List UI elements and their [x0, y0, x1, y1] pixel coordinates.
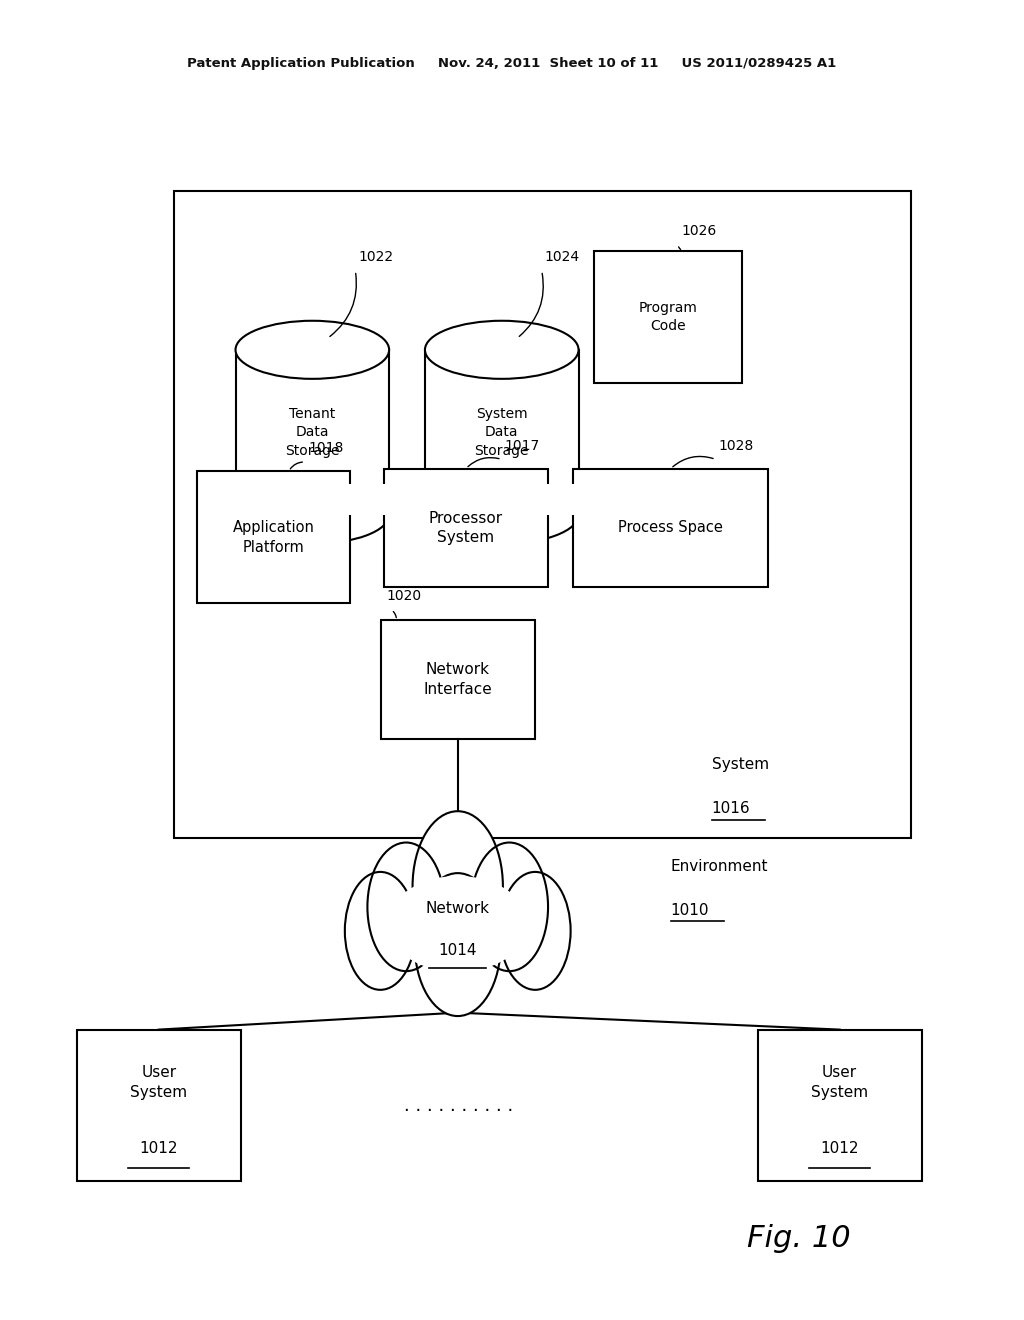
Ellipse shape — [388, 876, 527, 972]
Bar — [423, 484, 581, 515]
Bar — [594, 251, 742, 383]
Bar — [758, 1030, 922, 1181]
Bar — [425, 350, 579, 515]
Text: 1014: 1014 — [438, 942, 477, 958]
Text: Process Space: Process Space — [618, 520, 723, 536]
Text: 1010: 1010 — [671, 903, 710, 917]
Ellipse shape — [413, 812, 503, 961]
Text: Patent Application Publication     Nov. 24, 2011  Sheet 10 of 11     US 2011/028: Patent Application Publication Nov. 24, … — [187, 57, 837, 70]
Ellipse shape — [236, 321, 389, 379]
Text: Network: Network — [426, 900, 489, 916]
Bar — [236, 350, 389, 515]
Text: 1020: 1020 — [386, 589, 421, 603]
Bar — [174, 191, 911, 838]
Text: 1017: 1017 — [505, 438, 540, 453]
Text: 1022: 1022 — [358, 249, 393, 264]
Text: System
Data
Storage: System Data Storage — [474, 407, 529, 458]
Ellipse shape — [425, 486, 579, 544]
Bar — [233, 484, 391, 515]
Text: Environment: Environment — [671, 859, 768, 874]
Text: Tenant
Data
Storage: Tenant Data Storage — [285, 407, 340, 458]
Text: Network
Interface: Network Interface — [423, 663, 493, 697]
Text: Fig. 10: Fig. 10 — [746, 1224, 851, 1253]
Ellipse shape — [471, 842, 548, 972]
Ellipse shape — [345, 873, 416, 990]
Ellipse shape — [415, 873, 501, 1016]
Text: 1018: 1018 — [308, 441, 344, 455]
Text: . . . . . . . . . .: . . . . . . . . . . — [404, 1097, 513, 1115]
Bar — [381, 620, 535, 739]
Text: Application
Platform: Application Platform — [232, 520, 314, 554]
Bar — [197, 471, 350, 603]
Text: 1024: 1024 — [545, 249, 580, 264]
Text: 1016: 1016 — [712, 801, 751, 816]
Ellipse shape — [236, 486, 389, 544]
Text: 1012: 1012 — [820, 1140, 859, 1155]
Bar — [77, 1030, 241, 1181]
Text: 1012: 1012 — [139, 1140, 178, 1155]
Ellipse shape — [368, 842, 444, 972]
Bar — [573, 469, 768, 587]
Text: Program
Code: Program Code — [639, 301, 697, 333]
Ellipse shape — [425, 321, 579, 379]
Text: Processor
System: Processor System — [429, 511, 503, 545]
Bar — [384, 469, 548, 587]
Text: 1028: 1028 — [719, 438, 754, 453]
Ellipse shape — [500, 873, 570, 990]
Text: User
System: User System — [811, 1065, 868, 1100]
Text: System: System — [712, 758, 769, 772]
Text: User
System: User System — [130, 1065, 187, 1100]
Text: 1026: 1026 — [681, 223, 716, 238]
